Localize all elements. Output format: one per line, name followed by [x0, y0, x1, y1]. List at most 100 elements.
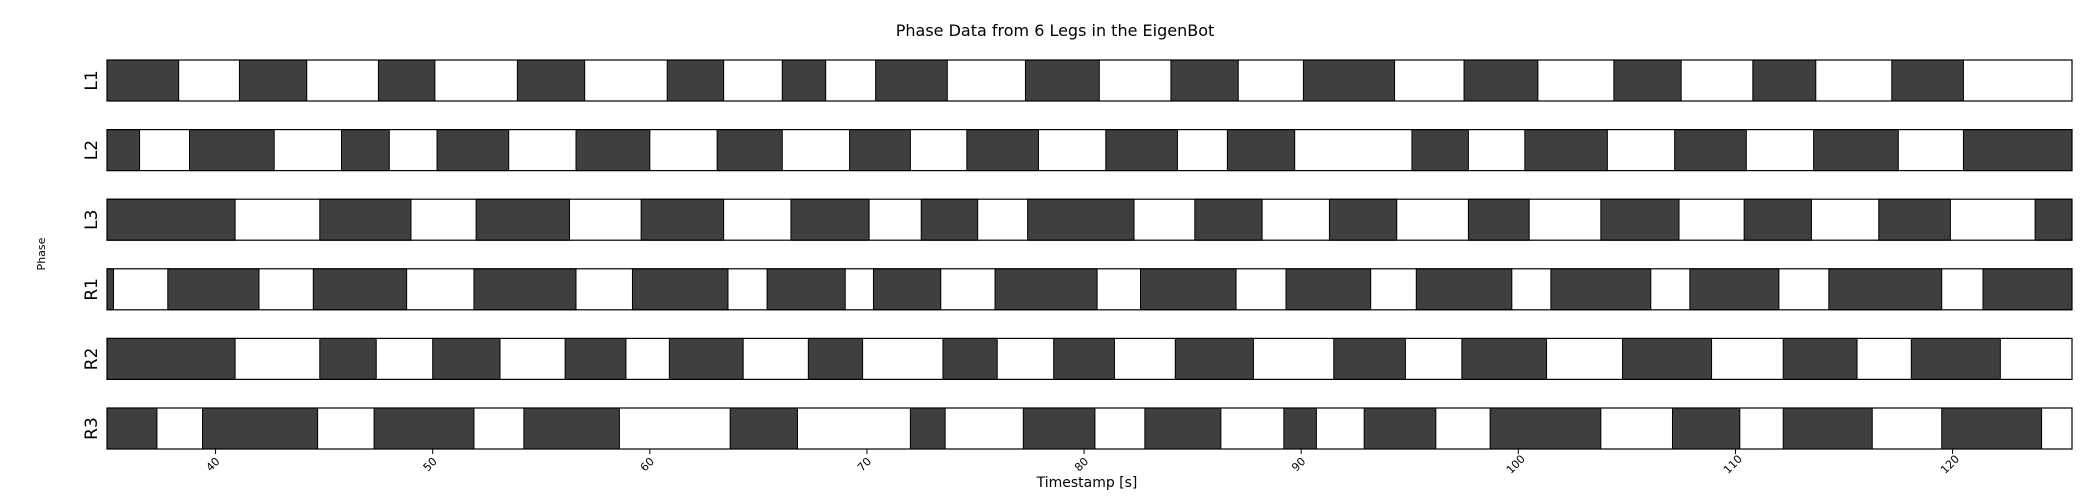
- stance-bar: [1463, 59, 1539, 102]
- row-frame: [106, 407, 2073, 450]
- stance-bar: [716, 129, 783, 172]
- stance-bar: [1333, 337, 1406, 380]
- stance-bar: [1053, 337, 1115, 380]
- stance-bar: [373, 407, 475, 450]
- stance-bar: [875, 59, 948, 102]
- stance-bar: [1674, 129, 1747, 172]
- stance-bar: [942, 337, 998, 380]
- stance-bar: [106, 198, 236, 241]
- stance-bar: [668, 337, 744, 380]
- stance-bar: [1328, 198, 1398, 241]
- chart-title: Phase Data from 6 Legs in the EigenBot: [896, 21, 1215, 40]
- phase-row-l3: L3: [82, 198, 2073, 241]
- x-tick-label: 60: [638, 455, 657, 474]
- stance-bar: [1613, 59, 1682, 102]
- stance-bar: [1022, 407, 1096, 450]
- stance-bar: [1941, 407, 2043, 450]
- stance-bar: [1671, 407, 1741, 450]
- x-tick-label: 100: [1504, 453, 1528, 477]
- stance-bar: [432, 337, 501, 380]
- stance-bar: [167, 268, 260, 311]
- stance-bar: [106, 337, 236, 380]
- phase-row-l2: L2: [82, 129, 2073, 172]
- row-frame: [106, 129, 2073, 172]
- stance-bar: [666, 59, 725, 102]
- x-tick-label: 70: [855, 455, 874, 474]
- stance-bar: [872, 268, 942, 311]
- stance-bar: [1600, 198, 1680, 241]
- x-tick-label: 120: [1938, 453, 1962, 477]
- stance-bar: [106, 129, 141, 172]
- stance-bar: [1782, 407, 1873, 450]
- stance-bar: [523, 407, 620, 450]
- stance-bar: [1140, 268, 1237, 311]
- row-label: R1: [82, 278, 102, 301]
- row-frame: [106, 198, 2073, 241]
- stance-bar: [1878, 198, 1951, 241]
- stance-bar: [766, 268, 846, 311]
- stance-bar: [1489, 407, 1602, 450]
- stance-bar: [1170, 59, 1239, 102]
- stance-bar: [1411, 129, 1469, 172]
- stance-bar: [340, 129, 390, 172]
- stance-bar: [1891, 59, 1964, 102]
- stance-bar: [1910, 337, 2001, 380]
- row-frame: [106, 337, 2073, 380]
- stance-bar: [106, 407, 158, 450]
- stance-bar: [238, 59, 308, 102]
- stance-bar: [1752, 59, 1817, 102]
- x-tick-label: 110: [1721, 453, 1745, 477]
- stance-bar: [966, 129, 1039, 172]
- x-axis-label: Timestamp [s]: [1036, 475, 1138, 491]
- stance-bar: [106, 268, 115, 311]
- stance-bar: [1194, 198, 1263, 241]
- phase-rows: L1 L2 L3 R1 R2 R3: [82, 59, 2073, 450]
- stance-bar: [473, 268, 577, 311]
- row-label: R2: [82, 348, 102, 371]
- row-frame: [106, 268, 2073, 311]
- x-tick-label: 90: [1289, 455, 1308, 474]
- stance-bar: [2034, 198, 2073, 241]
- x-tick-label: 80: [1072, 455, 1091, 474]
- stance-bar: [1174, 337, 1254, 380]
- stance-bar: [1982, 268, 2073, 311]
- phase-row-r2: R2: [82, 337, 2073, 380]
- stance-bar: [1743, 198, 1812, 241]
- stance-bar: [1622, 337, 1713, 380]
- phase-row-r1: R1: [82, 268, 2073, 311]
- x-tick-label: 40: [204, 455, 223, 474]
- stance-bar: [1689, 268, 1780, 311]
- y-axis-label: Phase: [35, 237, 48, 270]
- stance-bar: [729, 407, 798, 450]
- stance-bar: [319, 337, 377, 380]
- stance-bar: [807, 337, 864, 380]
- x-tick-label: 50: [421, 455, 440, 474]
- stance-bar: [849, 129, 911, 172]
- stance-bar: [436, 129, 510, 172]
- stance-bar: [1283, 407, 1317, 450]
- row-label: L3: [82, 210, 102, 230]
- stance-bar: [1363, 407, 1437, 450]
- stance-bar: [631, 268, 729, 311]
- stance-bar: [475, 198, 570, 241]
- stance-bar: [1782, 337, 1858, 380]
- stance-bar: [312, 268, 408, 311]
- stance-bar: [1415, 268, 1513, 311]
- stance-bar: [1105, 129, 1178, 172]
- phase-row-r3: R3: [82, 407, 2073, 450]
- stance-bar: [1461, 337, 1548, 380]
- stance-bar: [1467, 198, 1530, 241]
- row-label: R3: [82, 417, 102, 440]
- stance-bar: [1302, 59, 1396, 102]
- stance-bar: [189, 129, 275, 172]
- stance-bar: [516, 59, 586, 102]
- stance-bar: [1285, 268, 1372, 311]
- row-background: [107, 129, 2072, 171]
- stance-bar: [994, 268, 1098, 311]
- stance-bar: [1962, 129, 2073, 172]
- stance-bar: [1550, 268, 1652, 311]
- stance-bar: [575, 129, 651, 172]
- stance-bar: [790, 198, 870, 241]
- stance-bar: [1144, 407, 1222, 450]
